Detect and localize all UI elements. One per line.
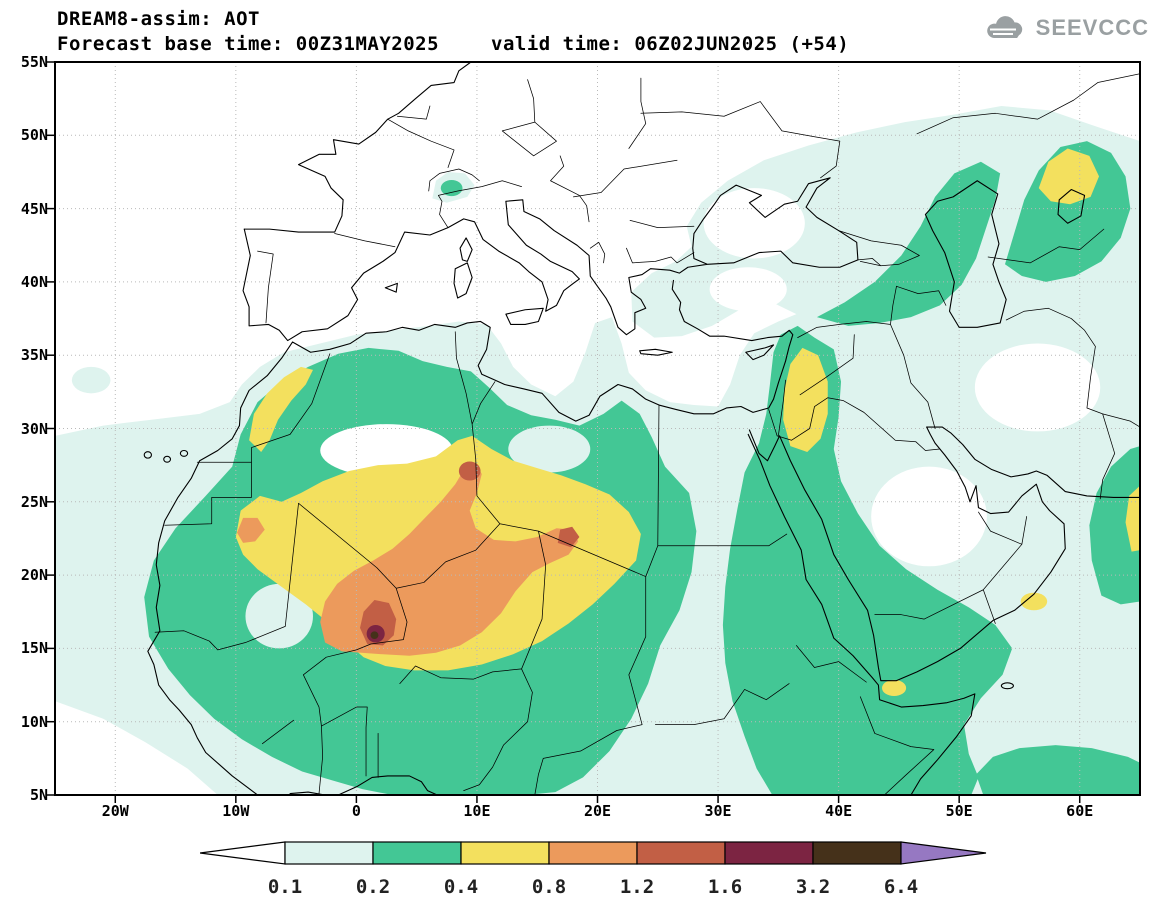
colorbar-label: 1.6 xyxy=(708,876,742,898)
aot-region-indianocean-green xyxy=(976,745,1140,795)
colorbar-segment xyxy=(636,841,726,865)
aot-region-centralasia-yellow xyxy=(1038,148,1100,205)
colorbar-arrow-low xyxy=(199,841,286,865)
colorbar-label: 6.4 xyxy=(884,876,918,898)
colorbar-segment xyxy=(812,841,902,865)
aot-spot-darkbrown xyxy=(370,631,379,640)
colorbar-segment xyxy=(284,841,374,865)
valid-time: valid time: 06Z02JUN2025 (+54) xyxy=(491,33,850,55)
islands-outline xyxy=(385,238,773,360)
borders-africa xyxy=(155,332,934,795)
lon-tick-label: 40E xyxy=(825,802,853,820)
caspian-sea-outline xyxy=(925,181,1006,328)
page-subtitle: Forecast base time: 00Z31MAY2025 valid ti… xyxy=(57,33,849,55)
lat-tick-label: 15N xyxy=(20,639,48,658)
colorbar-arrow-high xyxy=(900,841,987,865)
lat-tick-label: 30N xyxy=(20,419,48,438)
lat-tick-label: 45N xyxy=(20,199,48,218)
aot-spot-east-red xyxy=(557,526,580,548)
lat-tick-label: 35N xyxy=(20,346,48,365)
canary-island xyxy=(164,456,171,462)
aot-region-alps-green xyxy=(440,180,463,197)
colorbar-label: 0.4 xyxy=(444,876,478,898)
clear-area-anatolia xyxy=(709,267,787,312)
lon-tick-label: 10W xyxy=(222,802,250,820)
aot-region-east-edge-yellow xyxy=(1125,485,1140,552)
aot-gap-west-sahel xyxy=(245,583,313,649)
clear-area-arabia xyxy=(871,466,987,567)
lon-tick-label: 50E xyxy=(945,802,973,820)
geography-lines xyxy=(144,62,1140,801)
lon-tick-label: 20E xyxy=(583,802,612,820)
colorbar-segment xyxy=(372,841,462,865)
lat-tick-label: 5N xyxy=(29,786,48,804)
colorbar-segment xyxy=(724,841,814,865)
page-title: DREAM8-assim: AOT xyxy=(57,8,260,30)
aot-region-levant-yellow xyxy=(783,347,828,452)
map-frame xyxy=(54,61,1141,796)
lat-tick-label: 55N xyxy=(20,53,48,71)
coastline-redsea-horn xyxy=(748,434,975,795)
colorbar-segment xyxy=(460,841,550,865)
lat-tick-label: 25N xyxy=(20,492,48,511)
aot-region-west-orange xyxy=(237,517,265,543)
borders-middle-east xyxy=(769,74,1140,624)
aot-region-morocco-yellow xyxy=(249,366,313,452)
colorbar: 0.1 0.2 0.4 0.8 1.2 1.6 3.2 6.4 xyxy=(199,838,990,902)
graticule xyxy=(55,62,1140,795)
seevccc-logo: SEEVCCC xyxy=(984,14,1149,42)
colorbar-label: 0.1 xyxy=(268,876,302,898)
socotra-island xyxy=(1001,683,1013,689)
axis-ticks xyxy=(47,61,1081,803)
borders-europe xyxy=(258,78,840,323)
logo-text: SEEVCCC xyxy=(1035,15,1149,40)
forecast-base-time: Forecast base time: 00Z31MAY2025 xyxy=(57,33,440,55)
coastline-nw-europe xyxy=(244,62,471,232)
clear-area-iran xyxy=(974,343,1101,432)
coastline-arabia xyxy=(749,427,1140,681)
colorbar-label: 1.2 xyxy=(620,876,654,898)
lon-tick-label: 0 xyxy=(351,802,361,820)
canary-island xyxy=(144,452,151,458)
aot-speck-oman xyxy=(1020,592,1048,611)
cloud-icon xyxy=(986,16,1022,39)
lon-tick-label: 60E xyxy=(1066,802,1094,820)
lat-tick-label: 20N xyxy=(20,566,48,585)
forecast-map xyxy=(47,61,1141,803)
lat-tick-label: 10N xyxy=(20,712,48,731)
lon-tick-label: 10E xyxy=(463,802,491,820)
aral-sea-outline xyxy=(1058,190,1085,224)
aot-gap-libya xyxy=(508,425,591,473)
colorbar-label: 3.2 xyxy=(796,876,830,898)
clear-area-black-sea xyxy=(703,188,805,259)
colorbar-label: 0.2 xyxy=(356,876,390,898)
canary-island xyxy=(180,450,187,456)
lon-tick-label: 30E xyxy=(704,802,732,820)
aot-region-atlantic-speck xyxy=(71,366,111,394)
map-canvas xyxy=(47,61,1141,803)
colorbar-label: 0.8 xyxy=(532,876,566,898)
lat-tick-label: 40N xyxy=(20,272,48,291)
lat-tick-label: 50N xyxy=(20,126,48,145)
coastline-mediterranean-africa xyxy=(148,178,858,795)
aot-speck-aden xyxy=(882,679,907,697)
colorbar-svg: 0.1 0.2 0.4 0.8 1.2 1.6 3.2 6.4 xyxy=(199,841,987,898)
lon-tick-label: 20W xyxy=(101,802,129,820)
aot-spot-hoggar-red xyxy=(458,461,481,481)
colorbar-segment xyxy=(548,841,638,865)
